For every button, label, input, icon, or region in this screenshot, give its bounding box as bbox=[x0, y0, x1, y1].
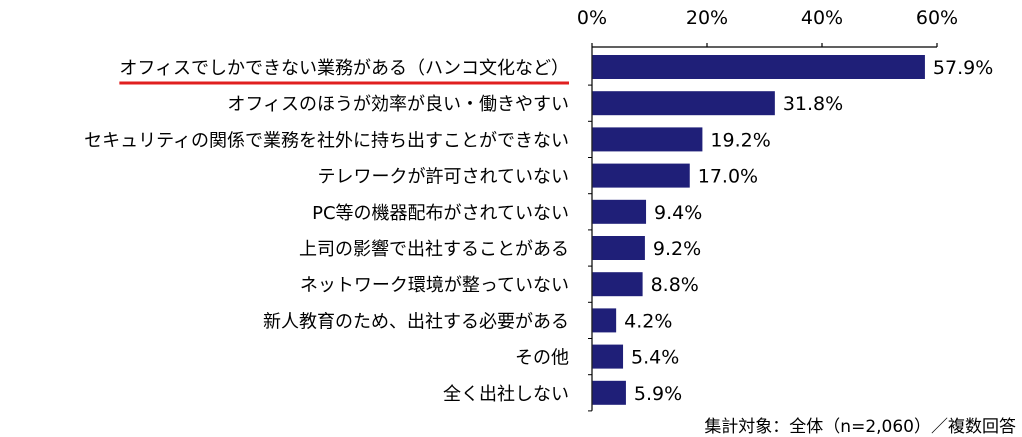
category-label: セキュリティの関係で業務を社外に持ち出すことができない bbox=[84, 130, 569, 151]
x-tick-label: 40% bbox=[801, 7, 843, 29]
footnote: 集計対象：全体（n=2,060）／複数回答 bbox=[704, 417, 1016, 437]
value-label: 9.2% bbox=[653, 238, 701, 260]
category-label: ネットワーク環境が整っていない bbox=[300, 275, 569, 296]
x-tick-label: 20% bbox=[686, 7, 728, 29]
x-axis: 0% 20% 40% 60% bbox=[577, 7, 958, 412]
bar bbox=[592, 163, 690, 188]
category-label: 上司の影響で出社することがある bbox=[299, 239, 569, 260]
category-label: PC等の機器配布がされていない bbox=[312, 203, 569, 224]
bar bbox=[592, 91, 775, 116]
bar bbox=[592, 380, 626, 405]
x-tick-label: 60% bbox=[916, 7, 958, 29]
category-label: その他 bbox=[515, 348, 569, 369]
category-label: 新人教育のため、出社する必要がある bbox=[263, 311, 569, 332]
value-label: 57.9% bbox=[933, 57, 993, 79]
value-label: 5.4% bbox=[631, 347, 679, 369]
bar bbox=[592, 272, 643, 297]
category-label: テレワークが許可されていない bbox=[318, 167, 569, 188]
x-tick-label: 0% bbox=[577, 7, 607, 29]
bar bbox=[592, 199, 647, 224]
value-label: 8.8% bbox=[651, 274, 699, 296]
bar bbox=[592, 344, 624, 369]
category-label: オフィスのほうが効率が良い・働きやすい bbox=[227, 94, 569, 115]
category-label: オフィスでしかできない業務がある（ハンコ文化など） bbox=[119, 58, 569, 79]
bar bbox=[592, 55, 925, 79]
category-labels: オフィスでしかできない業務がある（ハンコ文化など） オフィスのほうが効率が良い・働… bbox=[84, 58, 569, 405]
value-label: 19.2% bbox=[710, 129, 770, 151]
bar bbox=[592, 127, 703, 152]
bar bbox=[592, 308, 617, 333]
value-label: 4.2% bbox=[624, 310, 672, 332]
value-labels: 57.9% 31.8% 19.2% 17.0% 9.4% 9.2% 8.8% 4.2% 5.4%… bbox=[624, 57, 993, 405]
value-label: 9.4% bbox=[654, 202, 702, 224]
bars bbox=[592, 55, 925, 405]
value-label: 17.0% bbox=[698, 166, 758, 188]
bar bbox=[592, 236, 645, 260]
value-label: 5.9% bbox=[634, 383, 682, 405]
category-label: 全く出社しない bbox=[443, 384, 569, 405]
value-label: 31.8% bbox=[783, 93, 843, 115]
